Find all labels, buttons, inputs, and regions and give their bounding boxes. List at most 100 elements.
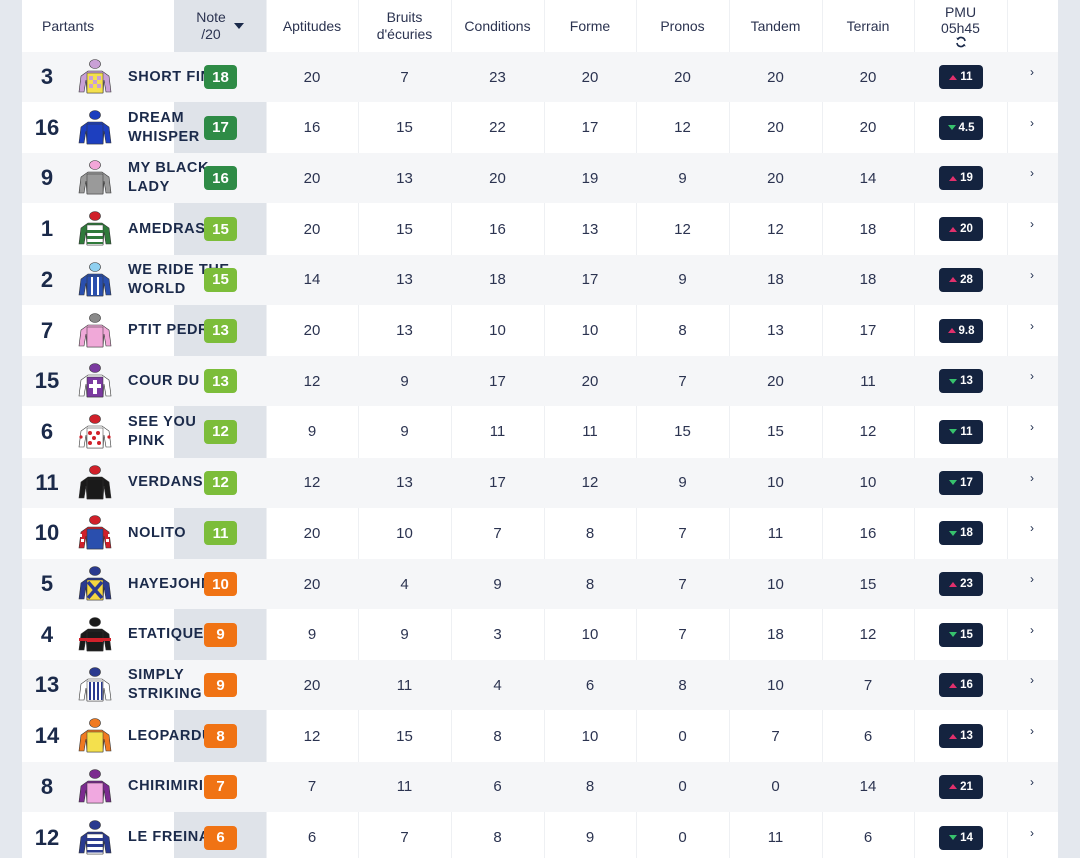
score-conditions: 16: [489, 220, 506, 238]
horse-name[interactable]: WE RIDE THE WORLD: [128, 261, 230, 297]
table-row[interactable]: 7 PTIT PEDRO 13 20 13 10 10 8 13 17 9.8 ›: [22, 306, 1058, 356]
score-terrain: 15: [859, 575, 877, 593]
odds-badge[interactable]: 21: [939, 774, 983, 799]
score-terrain: 20: [859, 68, 877, 86]
trend-up-icon: [949, 74, 958, 80]
odds-badge[interactable]: 9.8: [939, 318, 983, 343]
horse-name[interactable]: DREAM WHISPER: [128, 109, 200, 145]
chevron-right-icon[interactable]: ›: [1030, 825, 1034, 840]
chevron-right-icon[interactable]: ›: [1030, 369, 1034, 384]
odds-badge[interactable]: 4.5: [939, 115, 983, 140]
header-partants[interactable]: Partants: [42, 17, 95, 34]
horse-name[interactable]: ETATIQUE: [128, 626, 204, 643]
table-row[interactable]: 5 HAYEJOHN 10 20 4 9 8 7 10 15 23 ›: [22, 559, 1058, 609]
table-row[interactable]: 11 VERDANSK 12 12 13 17 12 9 10 10 17 ›: [22, 457, 1058, 508]
table-row[interactable]: 8 CHIRIMIRI 7 7 11 6 8 0 0 14 21 ›: [22, 761, 1058, 812]
table-row[interactable]: 15 COUR DU ROI 13 12 9 17 20 7 20 11 13 ›: [22, 356, 1058, 407]
header-tandem[interactable]: Tandem: [750, 17, 801, 34]
table-row[interactable]: 12 LE FREINAY 6 6 7 8 9 0 11 6 14 ›: [22, 813, 1058, 858]
odds-badge[interactable]: 14: [939, 825, 983, 850]
score-conditions: 18: [489, 271, 506, 289]
table-row[interactable]: 2 WE RIDE THE WORLD 15 14 13 18 17 9 18 18 28 ›: [22, 254, 1058, 305]
chevron-right-icon[interactable]: ›: [1030, 318, 1034, 333]
odds-badge[interactable]: 19: [939, 166, 983, 191]
odds-badge[interactable]: 15: [939, 622, 983, 647]
runner-number: 4: [40, 621, 54, 647]
chevron-right-icon[interactable]: ›: [1030, 166, 1034, 181]
table-row[interactable]: 14 LEOPARDUD 8 12 15 8 10 0 7 6 13 ›: [22, 711, 1058, 761]
chevron-right-icon[interactable]: ›: [1030, 115, 1034, 130]
trend-up-icon: [949, 784, 958, 790]
table-row[interactable]: 13 SIMPLY STRIKING 9 20 11 4 6 8 10 7 16 ›: [22, 660, 1058, 711]
chevron-right-icon[interactable]: ›: [1030, 724, 1034, 739]
table-row[interactable]: 10 NOLITO 11 20 10 7 8 7 11 16 18 ›: [22, 508, 1058, 558]
table-row[interactable]: 4 ETATIQUE 9 9 9 3 10 7 18 12 15 ›: [22, 610, 1058, 660]
chevron-right-icon[interactable]: ›: [1030, 419, 1034, 434]
odds-badge[interactable]: 17: [939, 470, 983, 495]
trend-up-icon: [949, 733, 958, 739]
odds-badge[interactable]: 18: [939, 521, 983, 546]
horse-name[interactable]: NOLITO: [128, 524, 187, 541]
header-bruits[interactable]: Bruits d'écuries: [358, 0, 451, 52]
table-row[interactable]: 9 MY BLACK LADY 16 20 13 20 19 9 20 14 19 ›: [22, 153, 1058, 204]
score-terrain: 18: [859, 220, 877, 238]
horse-name[interactable]: LEOPARDUD: [128, 727, 225, 744]
runner-number: 2: [40, 266, 54, 292]
horse-name[interactable]: AMEDRAS: [128, 220, 206, 237]
chevron-right-icon[interactable]: ›: [1030, 217, 1034, 232]
chevron-right-icon[interactable]: ›: [1030, 470, 1034, 485]
score-conditions: 4: [493, 676, 502, 694]
trend-up-icon: [949, 682, 958, 688]
header-forme[interactable]: Forme: [569, 17, 611, 34]
header-pronos[interactable]: Pronos: [660, 17, 705, 34]
odds-badge[interactable]: 13: [939, 369, 983, 394]
score-tandem: 10: [767, 575, 784, 593]
runner-number: 1: [40, 216, 54, 242]
header-pmu[interactable]: PMU 05h45: [914, 0, 1007, 52]
horse-name[interactable]: MY BLACK LADY: [128, 160, 210, 196]
note-badge: 12: [204, 470, 237, 495]
chevron-right-icon[interactable]: ›: [1030, 572, 1034, 586]
score-forme: 10: [581, 626, 599, 644]
odds-badge[interactable]: 11: [939, 65, 983, 89]
horse-name[interactable]: SIMPLY STRIKING: [128, 667, 203, 703]
header-aptitudes[interactable]: Aptitudes: [282, 17, 342, 34]
header-conditions[interactable]: Conditions: [464, 17, 531, 34]
odds-badge[interactable]: 28: [939, 267, 983, 292]
odds-badge[interactable]: 11: [939, 419, 983, 444]
trend-down-icon: [949, 429, 958, 435]
chevron-right-icon[interactable]: ›: [1030, 267, 1034, 282]
chevron-right-icon[interactable]: ›: [1030, 673, 1034, 688]
odds-badge[interactable]: 20: [939, 217, 983, 242]
score-pronos: 9: [678, 169, 687, 187]
score-bruits: 10: [396, 524, 413, 542]
refresh-icon[interactable]: [955, 36, 967, 48]
horse-name[interactable]: LE FREINAY: [128, 829, 219, 845]
score-bruits: 11: [396, 676, 413, 694]
chevron-right-icon[interactable]: ›: [1030, 774, 1034, 789]
horse-name[interactable]: CHIRIMIRI: [128, 778, 204, 795]
header-note-sort[interactable]: Note /20: [174, 0, 266, 52]
jockey-silk-icon: [76, 312, 114, 350]
table-row[interactable]: 1 AMEDRAS 15 20 15 16 13 12 12 18 20 ›: [22, 204, 1058, 254]
score-forme: 13: [581, 220, 599, 238]
table-row[interactable]: 16 DREAM WHISPER 17 16 15 22 17 12 20 20 4.5 ›: [22, 103, 1058, 153]
horse-name[interactable]: PTIT PEDRO: [128, 322, 222, 338]
horse-name[interactable]: SEE YOU PINK: [128, 413, 197, 449]
odds-badge[interactable]: 13: [939, 724, 983, 749]
chevron-right-icon[interactable]: ›: [1030, 622, 1034, 637]
score-tandem: 15: [767, 423, 784, 441]
horse-name[interactable]: HAYEJOHN: [128, 575, 213, 592]
table-row[interactable]: 3 SHORT FINAL 18 20 7 23 20 20 20 20 11 ›: [22, 52, 1058, 102]
score-tandem: 11: [767, 524, 784, 542]
score-aptitudes: 9: [307, 626, 317, 644]
odds-badge[interactable]: 16: [939, 673, 983, 698]
odds-value: 18: [960, 527, 973, 540]
horse-name[interactable]: VERDANSK: [128, 474, 215, 491]
table-row[interactable]: 6 SEE YOU PINK 12 9 9 11 11 15 15 12 11 ›: [22, 407, 1058, 457]
score-conditions: 11: [489, 423, 506, 441]
odds-badge[interactable]: 23: [939, 572, 983, 596]
header-terrain[interactable]: Terrain: [846, 17, 890, 34]
chevron-right-icon[interactable]: ›: [1030, 65, 1034, 79]
chevron-right-icon[interactable]: ›: [1030, 521, 1034, 536]
